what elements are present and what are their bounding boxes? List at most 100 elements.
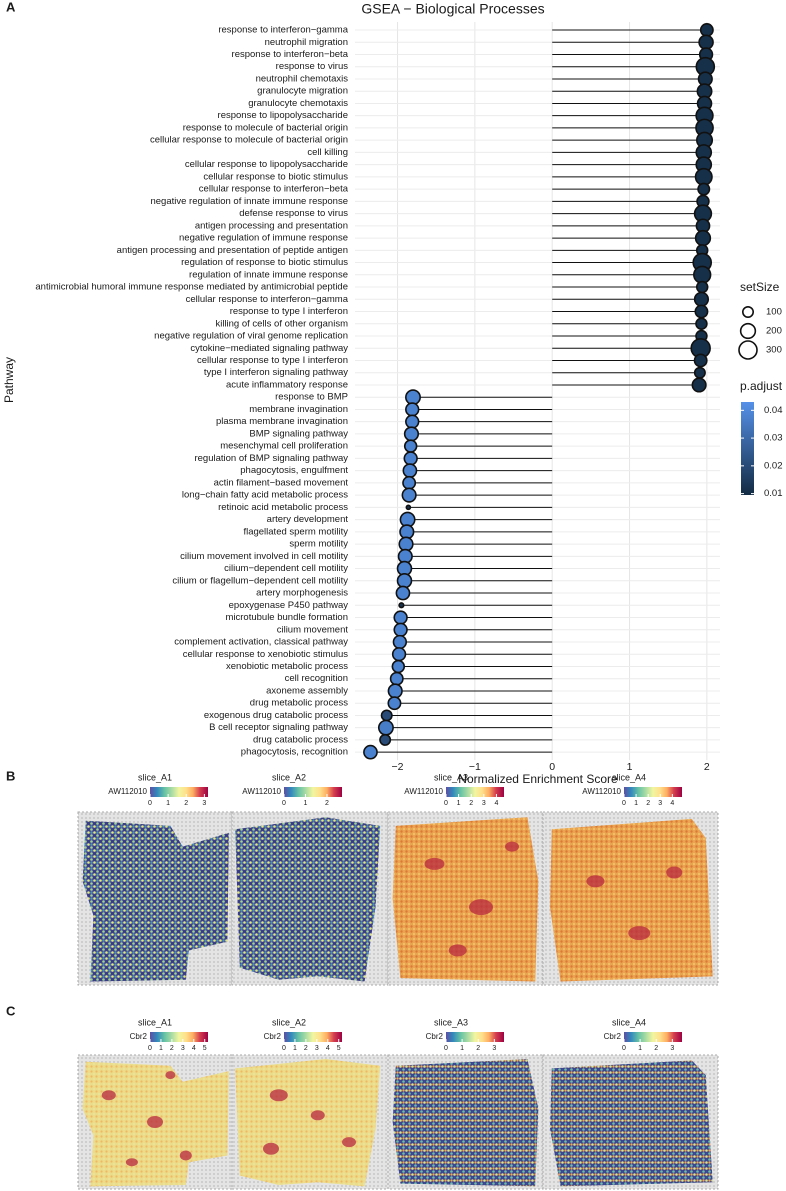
point: [402, 475, 417, 490]
point: [398, 602, 405, 609]
y-tick-label: neutrophil migration: [265, 37, 348, 48]
y-tick-label: phagocytosis, recognition: [241, 747, 348, 758]
point: [405, 414, 420, 429]
legend-size: [739, 322, 757, 340]
slice-title: slice_A1: [138, 1017, 172, 1027]
tissue-hotspot: [342, 1137, 356, 1148]
y-tick-label: negative regulation of viral genome repl…: [154, 331, 348, 342]
y-tick-label: defense response to virus: [239, 208, 348, 219]
legend-label: 0.04: [764, 405, 783, 416]
y-tick-label: axoneme assembly: [266, 685, 348, 696]
panel-label: B: [6, 768, 15, 783]
point: [405, 402, 420, 417]
colorbar-label: 3: [492, 1045, 496, 1052]
legend-size: [741, 305, 754, 318]
y-tick-label: antigen processing and presentation of p…: [117, 245, 348, 256]
gene-label: AW112010: [582, 787, 621, 796]
colorbar: [150, 787, 208, 797]
x-tick-label: −1: [469, 761, 481, 773]
colorbar-label: 0: [148, 800, 152, 807]
tissue-hotspot: [448, 944, 467, 957]
y-tick-label: granulocyte migration: [257, 86, 348, 97]
point: [393, 610, 408, 625]
point: [387, 696, 402, 711]
point: [693, 291, 710, 307]
point: [405, 504, 412, 511]
y-tick-label: negative regulation of immune response: [179, 233, 348, 244]
slice-title: slice_A2: [272, 772, 306, 782]
gene-label: Cbr2: [426, 1032, 444, 1041]
tissue-section: [235, 817, 381, 982]
colorbar-label: 2: [654, 1045, 658, 1052]
tissue-hotspot: [269, 1089, 288, 1102]
y-axis-label: Pathway: [2, 357, 16, 403]
panel-label: C: [6, 1003, 16, 1018]
colorbar: [446, 1032, 504, 1042]
point: [393, 622, 408, 637]
colorbar: [741, 402, 754, 495]
y-tick-label: BMP signaling pathway: [249, 428, 348, 439]
y-tick-label: granulocyte chemotaxis: [248, 98, 348, 109]
y-tick-label: exogenous drug catabolic process: [204, 710, 348, 721]
colorbar: [150, 1032, 208, 1042]
legend-title: setSize: [740, 280, 780, 294]
colorbar-label: 4: [192, 1045, 196, 1052]
y-tick-label: cilium movement: [277, 624, 349, 635]
tissue-hotspot: [147, 1116, 163, 1128]
tissue-hotspot: [101, 1090, 116, 1101]
y-tick-label: xenobiotic metabolic process: [226, 661, 348, 672]
colorbar: [624, 1032, 682, 1042]
y-tick-label: cellular response to interferon−gamma: [186, 294, 349, 305]
y-tick-label: drug metabolic process: [250, 698, 348, 709]
slice-title: slice_A2: [272, 1017, 306, 1027]
colorbar-label: 2: [304, 1045, 308, 1052]
point: [695, 317, 708, 331]
tissue-hotspot: [424, 857, 445, 870]
slice-title: slice_A3: [434, 772, 468, 782]
y-tick-label: negative regulation of innate immune res…: [150, 196, 348, 207]
x-tick-label: 2: [704, 761, 710, 773]
slice-title: slice_A4: [612, 772, 646, 782]
colorbar-label: 0: [282, 1045, 286, 1052]
colorbar-label: 5: [337, 1045, 341, 1052]
y-tick-label: antimicrobial humoral immune response me…: [35, 282, 348, 293]
gene-label: Cbr2: [130, 1032, 148, 1041]
y-tick-label: B cell receptor signaling pathway: [209, 722, 348, 733]
colorbar-label: 0: [444, 800, 448, 807]
y-tick-label: killing of cells of other organism: [215, 318, 348, 329]
slice-title: slice_A3: [434, 1017, 468, 1027]
point: [694, 229, 712, 247]
point: [379, 733, 392, 746]
colorbar-label: 1: [166, 800, 170, 807]
colorbar-label: 3: [482, 800, 486, 807]
point: [395, 585, 411, 601]
y-tick-label: cellular response to lipopolysaccharide: [185, 159, 348, 170]
point: [405, 389, 421, 406]
y-tick-label: cytokine−mediated signaling pathway: [190, 343, 348, 354]
y-tick-label: regulation of BMP signaling pathway: [194, 453, 348, 464]
colorbar-label: 2: [184, 800, 188, 807]
point: [693, 265, 712, 284]
tissue-hotspot: [628, 926, 651, 941]
legend-label: 0.01: [764, 488, 783, 499]
y-tick-label: cilium movement involved in cell motilit…: [180, 551, 348, 562]
point: [403, 439, 418, 453]
y-tick-label: response to interferon−gamma: [218, 25, 348, 36]
colorbar-label: 2: [325, 800, 329, 807]
point: [695, 280, 709, 294]
point: [392, 634, 408, 650]
y-tick-label: cell killing: [307, 147, 348, 158]
y-tick-label: artery development: [267, 514, 349, 525]
y-tick-label: complement activation, classical pathway: [174, 637, 348, 648]
y-tick-label: long−chain fatty acid metabolic process: [182, 490, 348, 501]
colorbar-label: 3: [670, 1045, 674, 1052]
y-tick-label: drug catabolic process: [253, 734, 348, 745]
legend-label: 0.03: [764, 433, 783, 444]
x-tick-label: −2: [392, 761, 404, 773]
point: [699, 23, 714, 37]
colorbar-label: 1: [638, 1045, 642, 1052]
y-tick-label: microtubule bundle formation: [225, 612, 348, 623]
tissue-hotspot: [586, 875, 605, 888]
tissue-hotspot: [469, 899, 493, 916]
